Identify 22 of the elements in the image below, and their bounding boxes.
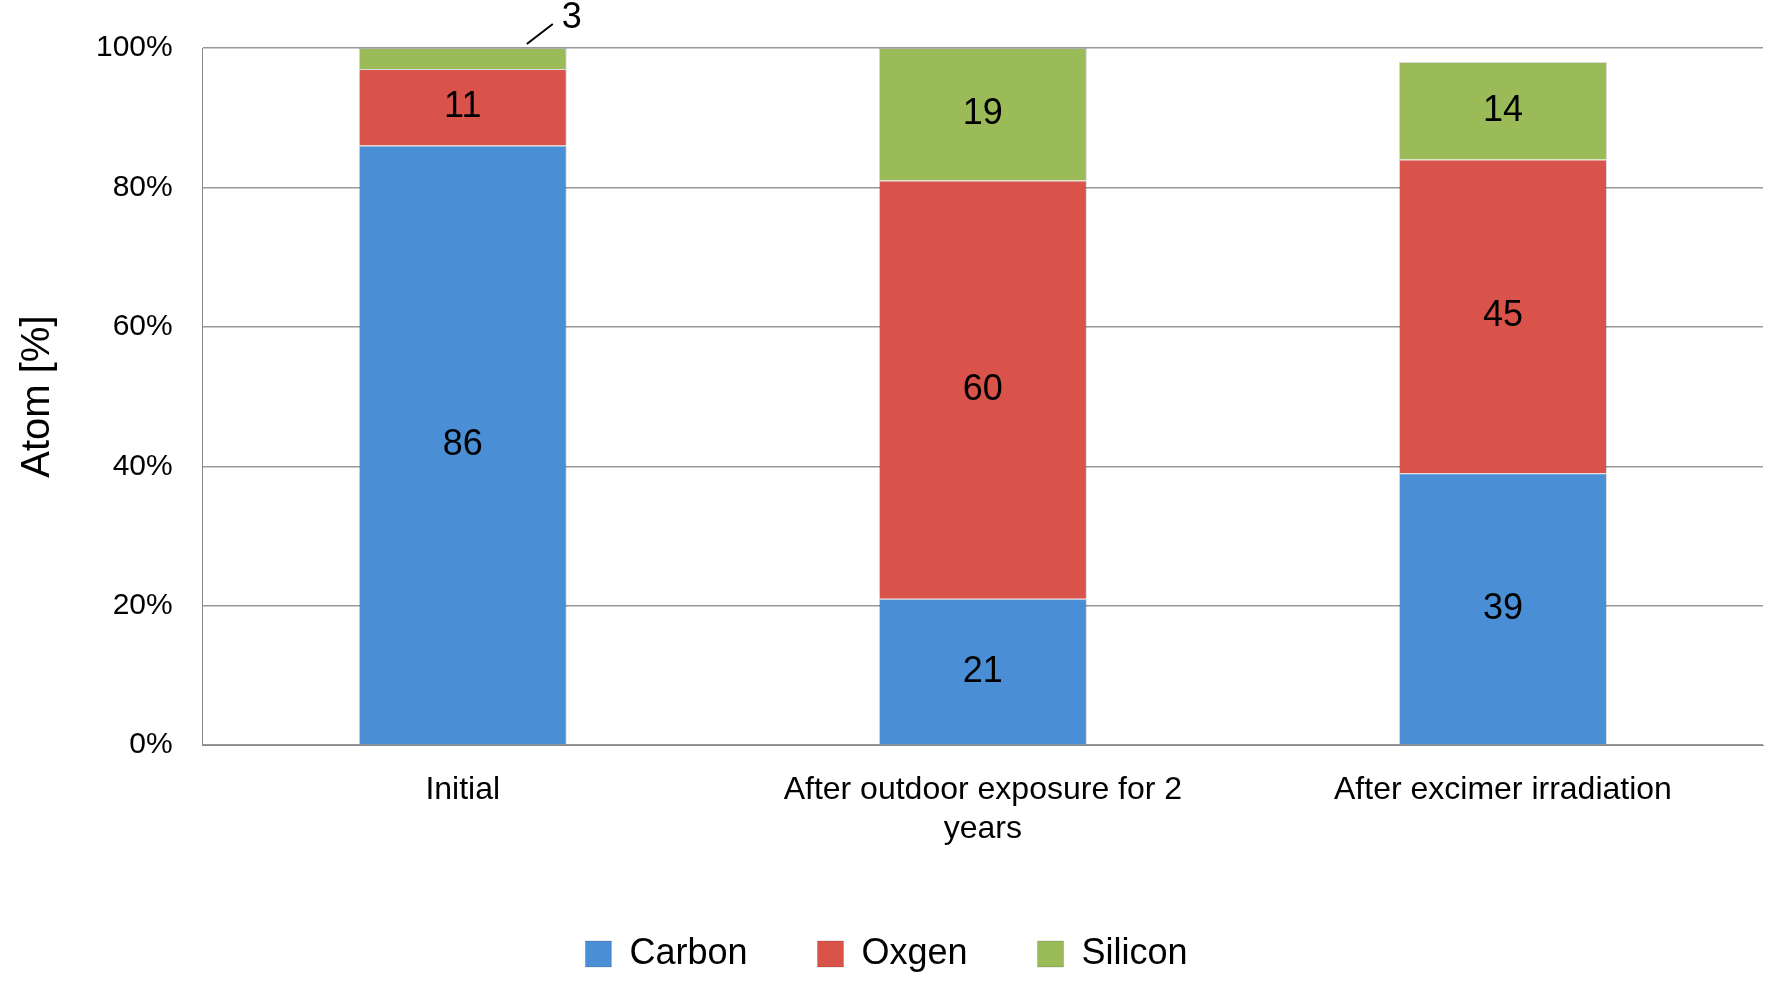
legend-label: Oxgen [861,930,968,972]
data-label: 3 [561,0,582,36]
data-label: 86 [442,421,483,463]
data-label: 11 [444,84,482,126]
x-tick-label: Initial [425,770,501,807]
data-label: 45 [1482,293,1523,335]
data-label: 19 [962,91,1003,133]
data-label: 14 [1482,87,1523,129]
x-tick-label: After outdoor exposure for 2 years [783,770,1183,845]
data-label: 39 [1482,585,1523,627]
y-tick-label: 100% [95,29,173,63]
x-tick-label: After excimer irradiation [1334,770,1672,807]
data-label: 21 [962,648,1003,690]
y-tick-label: 80% [112,168,173,202]
y-tick-label: 0% [129,726,173,760]
y-tick-label: 40% [112,447,173,481]
data-label: 60 [962,366,1003,408]
y-tick-label: 60% [112,308,173,342]
y-tick-label: 20% [112,587,173,621]
legend-label: Silicon [1081,930,1188,972]
legend-label: Carbon [629,930,748,972]
y-axis-title: Atom [%] [13,315,58,478]
